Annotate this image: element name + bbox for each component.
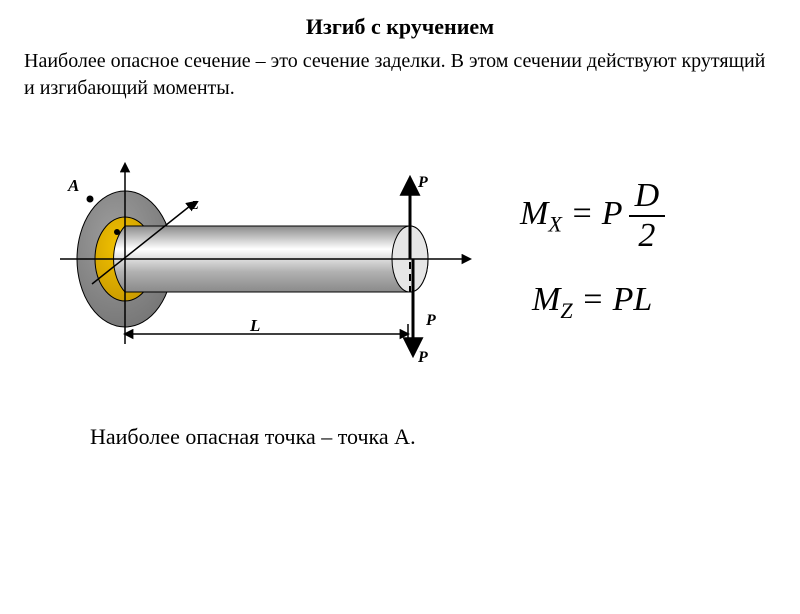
mx-sub: X	[548, 212, 562, 237]
mx-den: 2	[629, 217, 666, 253]
mx-sym: M	[520, 195, 548, 232]
label-p-mid: P	[426, 312, 436, 330]
formula-area: MX = PD2 MZ = PL	[520, 179, 780, 352]
mx-num: D	[629, 179, 666, 217]
subtitle-text: Наиболее опасное сечение – это сечение з…	[24, 48, 776, 102]
mx-p: P	[602, 195, 623, 232]
diagram: A z P P P L	[20, 144, 490, 404]
label-p-top: P	[418, 174, 428, 192]
label-p-bot: P	[418, 349, 428, 367]
mz-eq: =	[573, 281, 613, 318]
conclusion-text: Наиболее опасная точка – точка А.	[90, 424, 416, 450]
label-z: z	[192, 194, 199, 214]
mz-sub: Z	[560, 298, 572, 323]
label-a: A	[68, 176, 79, 196]
mx-eq: =	[562, 195, 602, 232]
formula-mz: MZ = PL	[532, 281, 780, 324]
formula-mx: MX = PD2	[520, 179, 780, 253]
mz-rhs: PL	[613, 281, 653, 318]
label-l: L	[250, 316, 260, 336]
page-title: Изгиб с кручением	[0, 14, 800, 40]
mz-sym: M	[532, 281, 560, 318]
mx-frac: D2	[629, 179, 666, 253]
